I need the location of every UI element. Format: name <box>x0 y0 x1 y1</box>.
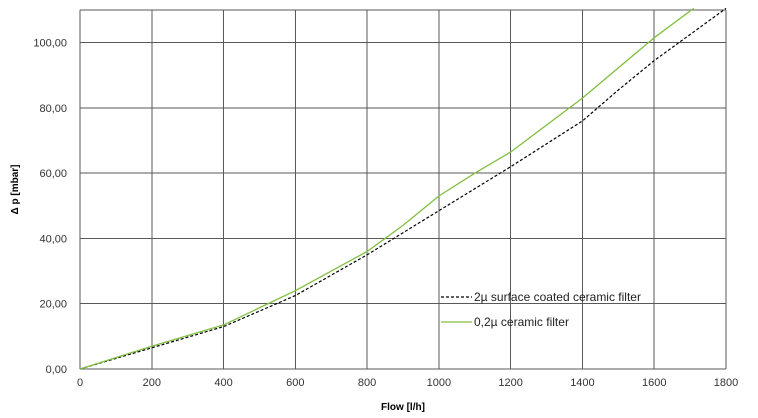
x-tick-label: 1000 <box>427 377 451 389</box>
y-tick-label: 20,00 <box>39 299 67 311</box>
x-tick-label: 200 <box>143 377 161 389</box>
x-tick-label: 0 <box>77 377 83 389</box>
gridlines <box>79 9 727 370</box>
y-tick-label: 40,00 <box>39 233 67 245</box>
x-tick-label: 1400 <box>570 377 594 389</box>
x-axis-ticks: 0 200 400 600 800 1000 1200 1400 1600 1800 <box>77 377 738 389</box>
y-tick-label: 100,00 <box>33 38 67 50</box>
y-tick-label: 80,00 <box>39 103 67 115</box>
x-tick-label: 800 <box>358 377 376 389</box>
y-axis-ticks: 0,00 20,00 40,00 60,00 80,00 100,00 <box>33 38 67 376</box>
x-tick-label: 600 <box>286 377 304 389</box>
legend-label-2u-coated: 2µ surface coated ceramic filter <box>474 290 641 304</box>
series-line-1 <box>79 7 695 370</box>
legend-label-02u-ceramic: 0,2µ ceramic filter <box>474 315 569 329</box>
y-tick-label: 0,00 <box>46 364 67 376</box>
x-tick-label: 400 <box>214 377 232 389</box>
series-line-0 <box>79 7 727 370</box>
x-tick-label: 1600 <box>642 377 666 389</box>
x-tick-label: 1200 <box>498 377 522 389</box>
y-axis-label: Δ p [mbar] <box>10 165 21 215</box>
legend: 2µ surface coated ceramic filter 0,2µ ce… <box>441 290 641 329</box>
y-tick-label: 60,00 <box>39 168 67 180</box>
series-lines <box>79 7 727 370</box>
x-axis-label: Flow [l/h] <box>381 402 425 413</box>
x-tick-label: 1800 <box>714 377 738 389</box>
